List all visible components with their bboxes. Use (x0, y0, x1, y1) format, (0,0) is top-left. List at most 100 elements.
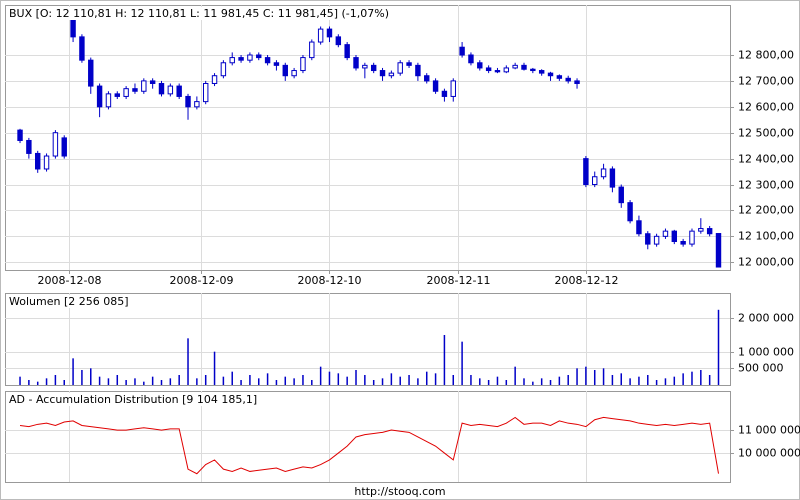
ad-line (19, 416, 719, 475)
y-tick-label: 12 300,00 (738, 179, 794, 192)
volume-bar (487, 380, 490, 385)
candle-body (698, 228, 704, 232)
volume-bar (19, 376, 21, 385)
volume-bar (708, 375, 711, 385)
candle-body (574, 80, 580, 84)
candle-body (326, 28, 333, 38)
candle-body (17, 129, 23, 141)
volume-bar (364, 375, 366, 385)
candle-body (167, 85, 174, 95)
volume-bar (319, 366, 322, 385)
volume-bar (63, 380, 65, 385)
candle-body (494, 70, 501, 73)
candle-body (26, 139, 32, 154)
volume-bar (425, 371, 428, 385)
candle-body (247, 54, 253, 61)
candle-body (530, 68, 536, 72)
volume-bar (231, 371, 233, 385)
panel-title: Wolumen [2 256 085] (9, 295, 129, 308)
volume-bar (116, 375, 119, 385)
candle-body (468, 54, 474, 64)
volume-bar (700, 370, 702, 385)
volume-bar (381, 378, 384, 385)
volume-bar (602, 368, 605, 385)
candle-body (158, 82, 165, 95)
candle-body (689, 230, 695, 245)
candle-body (477, 62, 483, 69)
volume-bar (266, 373, 269, 385)
volume-bar (125, 380, 127, 385)
volume-bar (576, 368, 578, 385)
candle-body (114, 93, 120, 97)
volume-bar (399, 376, 401, 385)
candle-body (706, 228, 713, 235)
volume-bar (187, 338, 189, 385)
candle-body (627, 202, 633, 222)
volume-bar (328, 371, 331, 385)
candle-body (547, 72, 554, 77)
candle-body (715, 233, 722, 268)
candle-body (645, 233, 651, 245)
candle-body (300, 57, 306, 72)
candle-body (123, 88, 129, 97)
volume-bar (293, 378, 295, 385)
candle-body (132, 88, 138, 92)
candle-body (176, 85, 182, 97)
candle-body (415, 64, 421, 77)
volume-bar (638, 376, 640, 385)
candle-body (503, 67, 510, 73)
volume-bar (629, 378, 631, 385)
candle-body (238, 57, 244, 61)
candle-body (424, 75, 430, 82)
panel-frame (5, 391, 731, 483)
volume-bar (390, 373, 393, 385)
y-tick-label: 2 000 000 (738, 312, 794, 325)
candle-body (512, 64, 518, 69)
candle-body (141, 80, 147, 92)
y-tick-label: 11 000 000 (738, 424, 800, 437)
candle-body (432, 80, 439, 92)
volume-bar (461, 341, 463, 385)
candle-body (291, 70, 297, 77)
volume-bar (452, 375, 455, 385)
y-tick-label: 12 800,00 (738, 49, 794, 62)
y-tick-label: 1 000 000 (738, 346, 794, 359)
panel-title-bg (7, 393, 260, 406)
volume-bar (540, 378, 543, 385)
volume-bar (691, 371, 693, 385)
volume-bar (558, 376, 561, 385)
volume-bar (611, 375, 614, 385)
volume-bar (134, 378, 136, 385)
candle-body (671, 230, 678, 243)
candle-body (335, 36, 342, 46)
volume-bar (240, 380, 242, 385)
x-tick-label: 2008-12-09 (170, 274, 234, 287)
candle-body (362, 64, 368, 69)
x-tick-label: 2008-12-11 (427, 274, 491, 287)
candle-body (538, 70, 545, 74)
candle-body (370, 64, 377, 72)
volume-bar (346, 376, 348, 385)
candle-body (194, 101, 200, 108)
candle-body (96, 85, 103, 108)
candle-body (379, 70, 386, 77)
panel-title: BUX [O: 12 110,81 H: 12 110,81 L: 11 981… (9, 7, 389, 20)
volume-bar (258, 378, 260, 385)
volume-bar (90, 368, 92, 385)
volume-bar (355, 370, 357, 385)
candle-body (256, 54, 262, 59)
candle-body (264, 57, 271, 64)
volume-bar (549, 380, 552, 385)
candle-body (600, 168, 607, 178)
footer: http://stooq.com (354, 485, 445, 498)
candle-body (450, 80, 456, 97)
volume-bar (28, 380, 30, 385)
volume-bar (593, 370, 596, 385)
volume-bar (532, 381, 534, 385)
volume-bar (655, 380, 658, 385)
volume-bar (664, 378, 667, 385)
volume-bar (45, 378, 48, 385)
candle-body (406, 62, 412, 66)
